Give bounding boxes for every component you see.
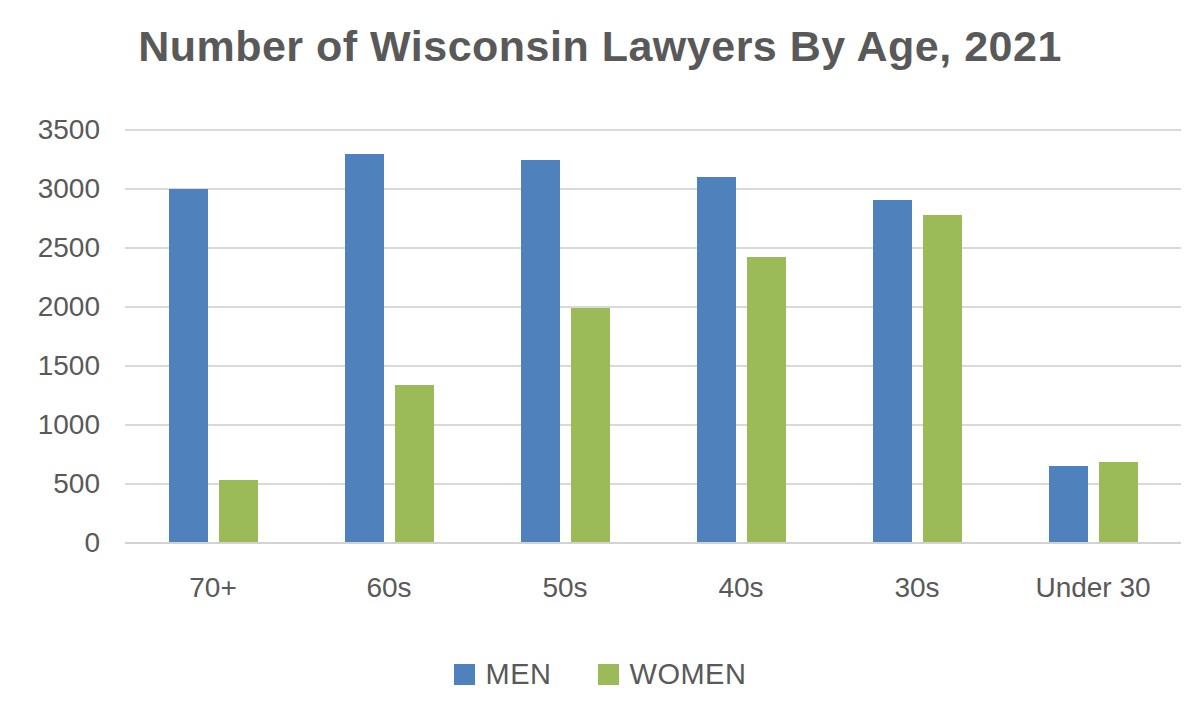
bar-group-50s [477, 130, 653, 543]
bar-group-under-30 [1005, 130, 1181, 543]
x-axis-tick-label: 40s [653, 572, 829, 604]
y-axis-tick-label: 2500 [0, 232, 100, 264]
y-axis-tick-label: 0 [0, 527, 100, 559]
x-axis-tick-label: 70+ [125, 572, 301, 604]
bar-women-under-30 [1099, 462, 1138, 543]
bar-group-70- [125, 130, 301, 543]
legend-swatch-women [598, 664, 619, 685]
legend: MEN WOMEN [0, 658, 1200, 691]
legend-swatch-men [454, 664, 475, 685]
y-axis-tick-label: 1000 [0, 409, 100, 441]
legend-label-women: WOMEN [630, 658, 747, 691]
bar-women-50s [571, 308, 610, 543]
bar-men-40s [697, 177, 736, 543]
y-axis-tick-label: 500 [0, 468, 100, 500]
bar-group-40s [653, 130, 829, 543]
bar-men-70- [169, 189, 208, 543]
x-axis-tick-label: 50s [477, 572, 653, 604]
y-axis-tick-label: 1500 [0, 350, 100, 382]
bar-men-50s [521, 160, 560, 544]
bar-women-40s [747, 257, 786, 543]
bar-group-60s [301, 130, 477, 543]
bar-women-60s [395, 385, 434, 543]
bar-men-under-30 [1049, 466, 1088, 543]
x-axis-tick-label: 60s [301, 572, 477, 604]
bar-women-30s [923, 215, 962, 543]
legend-label-men: MEN [486, 658, 552, 691]
legend-item-women: WOMEN [598, 658, 747, 691]
legend-item-men: MEN [454, 658, 552, 691]
x-axis-line [125, 542, 1181, 544]
y-axis-tick-label: 2000 [0, 291, 100, 323]
bar-group-30s [829, 130, 1005, 543]
chart-title: Number of Wisconsin Lawyers By Age, 2021 [0, 22, 1200, 71]
chart-canvas: Number of Wisconsin Lawyers By Age, 2021… [0, 0, 1200, 725]
x-axis-tick-label: Under 30 [1005, 572, 1181, 604]
bar-women-70- [219, 480, 258, 543]
bar-men-60s [345, 154, 384, 543]
x-axis-tick-label: 30s [829, 572, 1005, 604]
y-axis-tick-label: 3500 [0, 114, 100, 146]
bar-men-30s [873, 200, 912, 543]
plot-area [125, 130, 1181, 543]
y-axis-tick-label: 3000 [0, 173, 100, 205]
